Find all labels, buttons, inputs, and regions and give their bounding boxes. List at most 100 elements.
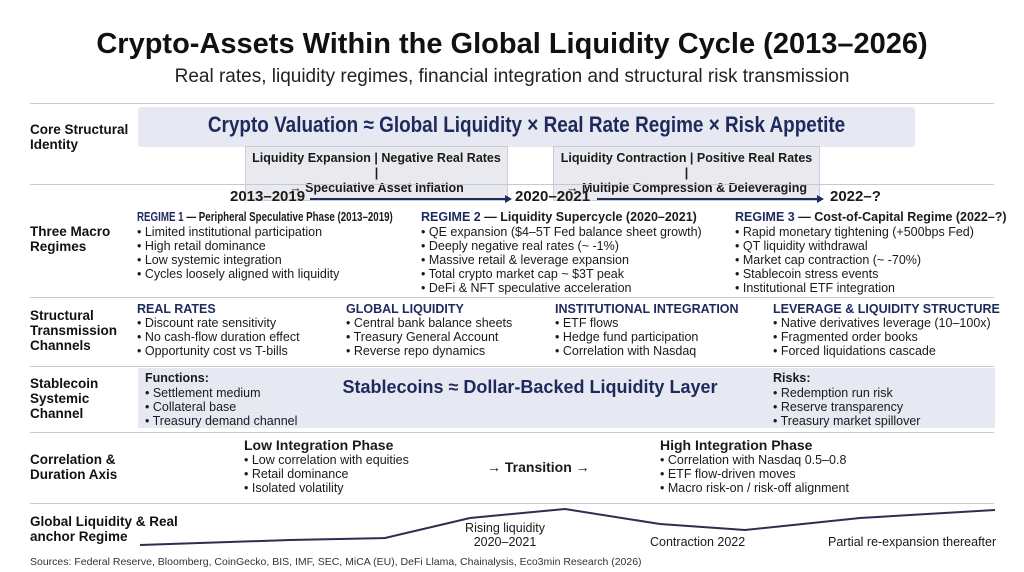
list-item: • Massive retail & leverage expansion [421,253,629,267]
row-label-regimes: Three Macro Regimes [30,224,111,254]
contraction-line: Liquidity Contraction | Positive Real Ra… [560,151,813,180]
channel-title: INSTITUTIONAL INTEGRATION [555,302,739,316]
risks-title: Risks: [773,371,811,385]
regime-tag: REGIME 2 [421,210,481,224]
divider [30,103,994,104]
high-title: High Integration Phase [660,437,813,453]
regime-name: — Liquidity Supercycle (2020–2021) [480,210,697,224]
list-item: • Correlation with Nasdaq [555,344,697,358]
channel-title: GLOBAL LIQUIDITY [346,302,464,316]
rising-line: 2020–2021 [473,535,537,549]
channel-4: LEVERAGE & LIQUIDITY STRUCTURE • Native d… [773,302,1000,358]
list-item: • Macro risk-on / risk-off alignment [660,481,849,495]
divider [30,366,994,367]
divider [30,503,994,504]
list-item: • Fragmented order books [773,330,918,344]
list-item: • Correlation with Nasdaq 0.5–0.8 [660,453,847,467]
row-label-correlation: Correlation & Duration Axis [30,452,118,482]
list-item: • Hedge fund participation [555,330,699,344]
list-item: • Deeply negative real rates (~ -1%) [421,239,619,253]
rising-label: Rising liquidity 2020–2021 [450,521,560,549]
list-item: • Stablecoin stress events [735,267,879,281]
contraction-label: Contraction 2022 [650,535,746,549]
channel-title: REAL RATES [137,302,216,316]
functions-title: Functions: [145,371,209,385]
page-subtitle: Real rates, liquidity regimes, financial… [174,66,850,87]
list-item: • Retail dominance [244,467,349,481]
list-item: • Market cap contraction (~ -70%) [735,253,922,267]
sources-note: Sources: Federal Reserve, Bloomberg, Coi… [30,556,642,568]
list-item: • QT liquidity withdrawal [735,239,868,253]
list-item: • Central bank balance sheets [346,316,513,330]
list-item: • ETF flows [555,316,619,330]
regime-name: — Cost-of-Capital Regime (2022–?) [794,210,1007,224]
channel-1: REAL RATES • Discount rate sensitivity • N… [137,302,300,358]
formula-panel [138,107,915,147]
list-item: • No cash-flow duration effect [137,330,300,344]
channel-title: LEVERAGE & LIQUIDITY STRUCTURE [773,302,1000,316]
list-item: • Low systemic integration [137,253,282,267]
reexpansion-label: Partial re-expansion thereafter [828,535,997,549]
low-integration: Low Integration Phase • Low correlation … [244,438,409,495]
transition-label: → Transition → [487,459,590,475]
timeline-arrow [310,195,512,202]
rising-line: Rising liquidity [465,521,545,535]
list-item: • Settlement medium [145,386,261,400]
channel-2: GLOBAL LIQUIDITY • Central bank balance s… [346,302,512,358]
list-item: • Redemption run risk [773,386,893,400]
list-item: • Rapid monetary tightening (+500bps Fed… [735,225,974,239]
regime-title: REGIME 1 — Peripheral Speculative Phase … [137,210,393,224]
stablecoin-headline: Stablecoins ≈ Dollar-Backed Liquidity La… [342,377,718,397]
list-item: • Treasury demand channel [145,414,298,428]
liquidity-line [139,507,996,546]
list-item: • Native derivatives leverage (10–100x) [773,316,991,330]
list-item: • High retail dominance [137,239,266,253]
regime-tag: REGIME 1 [137,210,184,224]
list-item: • Opportunity cost vs T-bills [137,344,288,358]
row-label-liquidity: Global Liquidity & Real anchor Regime [30,514,178,544]
list-item: • ETF flow-driven moves [660,467,796,481]
list-item: • Collateral base [145,400,237,414]
expansion-line: Liquidity Expansion | Negative Real Rate… [252,151,501,180]
regime-tag: REGIME 3 [735,210,795,224]
list-item: • DeFi & NFT speculative acceleration [421,281,632,295]
regime-2: REGIME 2 — Liquidity Supercycle (2020–20… [421,210,702,295]
regime-1: REGIME 1 — Peripheral Speculative Phase … [137,210,465,281]
year-label: 2022–? [830,188,881,205]
list-item: • QE expansion ($4–5T Fed balance sheet … [421,225,702,239]
row-label-channels: Structural Transmission Channels [30,308,118,353]
list-item: • Reverse repo dynamics [346,344,486,358]
core-formula: Crypto Valuation ≈ Global Liquidity × Re… [207,112,846,137]
divider [30,184,994,185]
regime-name: — Peripheral Speculative Phase (2013–201… [183,210,393,224]
regime-title: REGIME 3 — Cost-of-Capital Regime (2022–… [735,210,1007,224]
list-item: • Treasury General Account [346,330,499,344]
list-item: • Forced liquidations cascade [773,344,936,358]
list-item: • Reserve transparency [773,400,904,414]
divider [30,297,994,298]
core-formula-wrap: Crypto Valuation ≈ Global Liquidity × Re… [138,112,915,138]
risks-list: Risks: • Redemption run risk • Reserve tr… [773,371,920,428]
divider [30,432,994,433]
list-item: • Treasury market spillover [773,414,921,428]
list-item: • Total crypto market cap ~ $3T peak [421,267,624,281]
regime-title: REGIME 2 — Liquidity Supercycle (2020–20… [421,210,702,224]
year-label: 2020–2021 [515,188,591,205]
row-label-stablecoin: Stablecoin Systemic Channel [30,376,99,421]
stablecoin-panel [138,368,995,428]
functions-list: Functions: • Settlement medium • Collater… [145,371,297,428]
channel-3: INSTITUTIONAL INTEGRATION • ETF flows • He… [555,302,739,358]
list-item: • Isolated volatility [244,481,344,495]
list-item: • Discount rate sensitivity [137,316,277,330]
low-title: Low Integration Phase [244,437,394,453]
year-label: 2013–2019 [230,188,306,205]
timeline-arrow [597,195,824,202]
regime-3: REGIME 3 — Cost-of-Capital Regime (2022–… [735,210,1007,295]
list-item: • Cycles loosely aligned with liquidity [137,267,340,281]
list-item: • Institutional ETF integration [735,281,896,295]
row-label-core: Core Structural Identity [30,122,129,152]
high-integration: High Integration Phase • Correlation wit… [660,438,849,495]
list-item: • Low correlation with equities [244,453,409,467]
list-item: • Limited institutional participation [137,225,323,239]
